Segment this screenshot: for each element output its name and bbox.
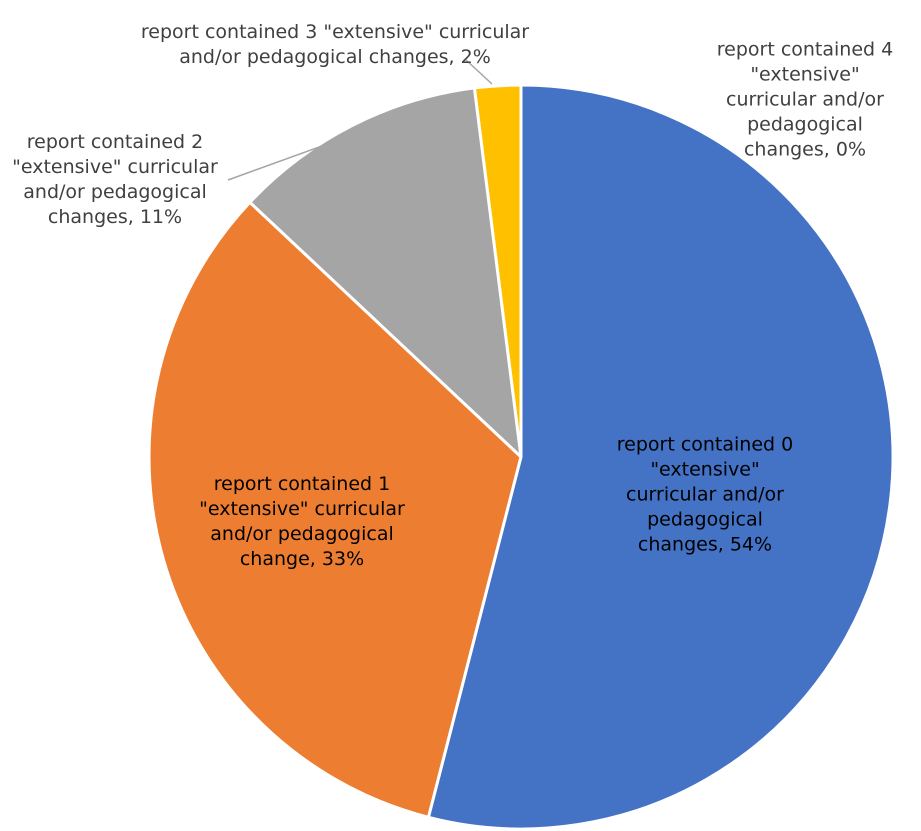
data-label: report contained 4 "extensive" curricula… xyxy=(710,38,900,163)
value-label: 54% xyxy=(729,533,773,556)
leader-line xyxy=(227,124,381,181)
data-label: report contained 2 "extensive" curricula… xyxy=(0,130,233,230)
value-label: 0% xyxy=(835,138,867,161)
leader-line xyxy=(465,59,493,85)
category-label: report contained 1 "extensive" curricula… xyxy=(199,473,405,570)
category-label: report contained 0 "extensive" curricula… xyxy=(617,434,793,556)
category-label: report contained 4 "extensive" curricula… xyxy=(717,39,893,161)
pie-slice xyxy=(426,83,895,831)
value-label: 11% xyxy=(139,206,183,228)
value-label: 2% xyxy=(460,46,491,68)
category-label: report contained 2 "extensive" curricula… xyxy=(12,131,218,228)
data-label: report contained 3 "extensive" curricula… xyxy=(125,20,545,70)
pie-slice xyxy=(147,200,523,820)
value-label: 33% xyxy=(321,548,365,570)
data-label: report contained 0 "extensive" curricula… xyxy=(605,433,805,558)
pie-slice xyxy=(247,86,524,461)
data-label: report contained 1 "extensive" curricula… xyxy=(190,472,415,572)
